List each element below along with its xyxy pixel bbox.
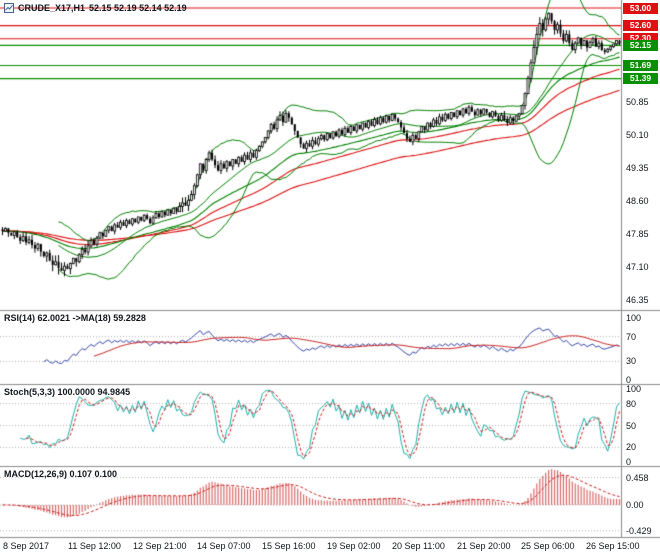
stoch-scale-label: 80: [626, 399, 637, 409]
price-tick-label: 46.35: [626, 295, 649, 305]
time-tick-label: 19 Sep 02:00: [327, 541, 381, 551]
time-axis[interactable]: 8 Sep 2017 11 Sep 12:00 12 Sep 21:00 14 Sep…: [0, 539, 660, 560]
rsi-scale-label: 70: [626, 332, 637, 342]
price-tick-label: 50.10: [626, 130, 649, 140]
rsi-indicator-label: RSI(14) 62.0021 ->MA(18) 59.2828: [4, 313, 146, 323]
stoch-scale-label: 100: [626, 384, 642, 394]
macd-scale-label: -0.429: [626, 526, 652, 536]
support-price-label: 52.15: [623, 40, 658, 51]
price-tick-label: 50.85: [626, 97, 649, 107]
time-tick-label: 25 Sep 06:00: [521, 541, 575, 551]
time-tick-label: 26 Sep 15:00: [586, 541, 640, 551]
rsi-scale-label: 0: [626, 375, 632, 385]
resistance-price-label: 52.60: [623, 20, 658, 31]
time-tick-label: 20 Sep 11:00: [392, 541, 445, 551]
price-tick-label: 48.60: [626, 196, 649, 206]
macd-indicator-label: MACD(12,26,9) 0.107 0.100: [4, 469, 118, 479]
resistance-price-label: 53.00: [623, 3, 658, 14]
price-scale[interactable]: 50.85 50.10 49.35 48.60 47.85 47.10 46.35 53.00…: [622, 0, 660, 538]
time-tick-label: 11 Sep 12:00: [68, 541, 121, 551]
time-tick-label: 15 Sep 16:00: [262, 541, 316, 551]
price-tick-label: 47.10: [626, 262, 649, 272]
macd-scale-label: 0.00: [626, 500, 644, 510]
time-tick-label: 8 Sep 2017: [3, 541, 50, 551]
resistance-price-label: 52.30: [623, 33, 658, 44]
price-tick-label: 49.35: [626, 163, 649, 173]
stoch-scale-label: 0: [626, 457, 632, 467]
stoch-scale-label: 50: [626, 421, 637, 431]
chart-icon: [4, 3, 14, 13]
macd-scale-label: 0.458: [626, 473, 649, 483]
rsi-scale-label: 30: [626, 356, 637, 366]
ohlc-readout: 52.15 52.19 52.14 52.19: [89, 3, 187, 13]
stoch-scale-label: 20: [626, 442, 637, 452]
time-tick-label: 12 Sep 21:00: [133, 541, 187, 551]
support-price-label: 51.39: [623, 73, 658, 84]
symbol-period-label: CRUDE_X17,H1: [18, 3, 86, 13]
rsi-scale-label: 100: [626, 313, 642, 323]
time-tick-label: 21 Sep 20:00: [457, 541, 511, 551]
support-price-label: 51.69: [623, 60, 658, 71]
chart-title: CRUDE_X17,H1 52.15 52.19 52.14 52.19: [4, 2, 187, 14]
time-tick-label: 14 Sep 07:00: [197, 541, 251, 551]
price-tick-label: 47.85: [626, 229, 649, 239]
stochastic-indicator-label: Stoch(5,3,3) 100.0000 94.9845: [4, 387, 131, 397]
